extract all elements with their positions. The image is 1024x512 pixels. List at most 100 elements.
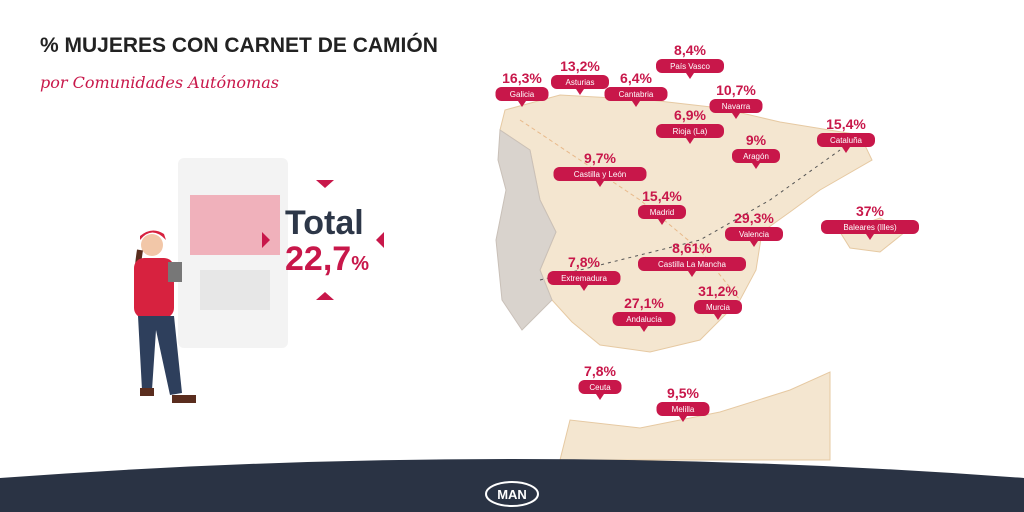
region-name: Asturias <box>566 78 595 87</box>
region-value: 37% <box>856 203 885 219</box>
pin-box <box>656 59 724 73</box>
region-name: Galicia <box>510 90 535 99</box>
region-pin: País Vasco 8,4% <box>656 42 724 79</box>
region-value: 29,3% <box>734 210 774 226</box>
region-pin: Melilla 9,5% <box>656 385 710 422</box>
pin-tip <box>686 73 694 79</box>
pin-box <box>547 271 621 285</box>
region-name: Valencia <box>739 230 770 239</box>
region-name: Melilla <box>672 405 695 414</box>
region-pin: Valencia 29,3% <box>725 210 783 247</box>
woman <box>134 230 196 403</box>
pin-box <box>553 167 647 181</box>
region-name: Madrid <box>650 208 674 217</box>
pin-box <box>656 402 710 416</box>
region-value: 9% <box>746 132 767 148</box>
pin-box <box>578 380 622 394</box>
region-value: 7,8% <box>584 363 616 379</box>
region-value: 7,8% <box>568 254 600 270</box>
pin-box <box>817 133 875 147</box>
pin-tip <box>679 416 687 422</box>
region-value: 6,4% <box>620 70 652 86</box>
region-pin: Castilla La Mancha 8,61% <box>638 240 746 277</box>
region-name: Murcia <box>706 303 731 312</box>
pin-tip <box>842 147 850 153</box>
footer <box>0 459 1024 512</box>
region-value: 27,1% <box>624 295 664 311</box>
region-value: 8,4% <box>674 42 706 58</box>
deco <box>262 232 270 248</box>
region-name: Ceuta <box>589 383 611 392</box>
pins: Galicia 16,3% Asturias 13,2% Cantabria 6,4%Pa… <box>495 42 919 422</box>
pin-box <box>612 312 676 326</box>
region-pin: Aragón 9% <box>732 132 780 169</box>
pin-box <box>694 300 742 314</box>
region-pin: Murcia 31,2% <box>694 283 742 320</box>
region-name: Cantabria <box>619 90 654 99</box>
pin-box <box>638 257 746 271</box>
region-pin: Navarra 10,7% <box>709 82 763 119</box>
pin-tip <box>632 101 640 107</box>
pin-tip <box>580 285 588 291</box>
pin-box <box>638 205 686 219</box>
rail <box>539 149 841 281</box>
region-pin: Ceuta 7,8% <box>578 363 622 400</box>
region-name: Aragón <box>743 152 769 161</box>
region-name: Castilla y León <box>574 170 626 179</box>
truck <box>178 158 288 348</box>
total-unit: % <box>351 253 369 275</box>
pin-tip <box>866 234 874 240</box>
pin-tip <box>640 326 648 332</box>
pin-box <box>821 220 919 234</box>
pin-tip <box>576 89 584 95</box>
pin-tip <box>750 241 758 247</box>
region-pin: Andalucía 27,1% <box>612 295 676 332</box>
pin-box <box>732 149 780 163</box>
pin-tip <box>596 394 604 400</box>
deco <box>316 292 334 300</box>
region-pin: Asturias 13,2% <box>551 58 609 95</box>
logo: MAN <box>497 487 527 502</box>
pin-tip <box>658 219 666 225</box>
region-pin: Castilla y León 9,7% <box>553 150 647 187</box>
region-pin: Baleares (Illes) 37% <box>821 203 919 240</box>
pin-box <box>495 87 549 101</box>
region-value: 9,5% <box>667 385 699 401</box>
region-pin: Galicia 16,3% <box>495 70 549 107</box>
deco <box>376 232 384 248</box>
africa <box>559 371 831 461</box>
deco <box>316 180 334 188</box>
pin-tip <box>518 101 526 107</box>
total-label: Total <box>285 204 364 242</box>
region-value: 31,2% <box>698 283 738 299</box>
region-pin: Cantabria 6,4% <box>604 70 668 107</box>
region-value: 9,7% <box>584 150 616 166</box>
pin-tip <box>596 181 604 187</box>
region-pin: Rioja (La) 6,9% <box>656 107 724 144</box>
pin-box <box>604 87 668 101</box>
region-pin: Cataluña 15,4% <box>817 116 875 153</box>
region-name: Rioja (La) <box>673 127 708 136</box>
pin-tip <box>732 113 740 119</box>
pin-box <box>656 124 724 138</box>
region-name: Castilla La Mancha <box>658 260 727 269</box>
title: % MUJERES CON CARNET DE CAMIÓN <box>40 33 438 57</box>
region-name: Cataluña <box>830 136 863 145</box>
region-name: Baleares (Illes) <box>843 223 897 232</box>
logo-ring <box>485 481 539 507</box>
pin-tip <box>752 163 760 169</box>
region-value: 10,7% <box>716 82 756 98</box>
pin-tip <box>714 314 722 320</box>
region-name: Navarra <box>722 102 751 111</box>
pin-box <box>709 99 763 113</box>
region-value: 13,2% <box>560 58 600 74</box>
region-pin: Madrid 15,4% <box>638 188 686 225</box>
pin-box <box>725 227 783 241</box>
pin-tip <box>686 138 694 144</box>
pin-box <box>551 75 609 89</box>
region-name: Extremadura <box>561 274 607 283</box>
region-value: 6,9% <box>674 107 706 123</box>
region-value: 16,3% <box>502 70 542 86</box>
total-value: 22,7% <box>285 240 369 278</box>
region-name: Andalucía <box>626 315 662 324</box>
